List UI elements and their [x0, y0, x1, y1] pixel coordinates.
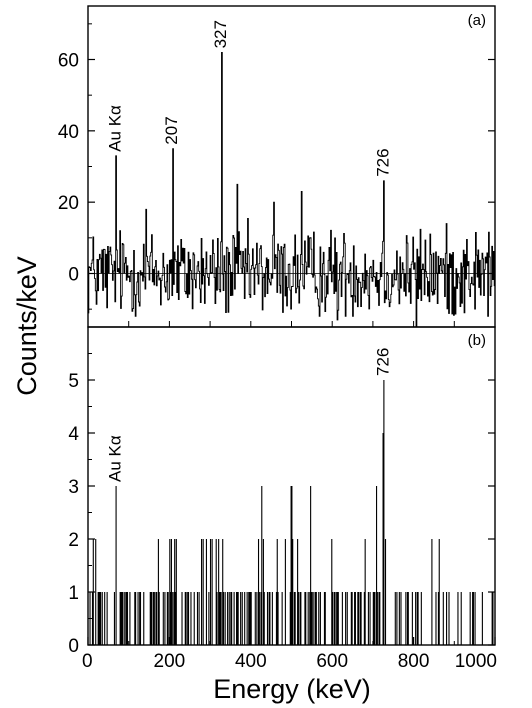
panel-b-peak-label: 726: [374, 348, 393, 376]
panel-a: 0 20 40 60 Au Kα 207 327 726 (a): [58, 5, 496, 328]
panel-a-peak-label: 327: [211, 20, 230, 48]
panel-a-spectrum: [87, 51, 495, 328]
panel-b-y-tick-label: 0: [68, 636, 79, 657]
panel-b-y-tick-label: 5: [68, 371, 79, 392]
y-axis-label: Counts/keV: [12, 256, 42, 396]
panel-b-y-ticks: 0 1 2 3 4 5: [68, 353, 495, 657]
panel-a-y-ticks: 0 20 40 60: [58, 23, 495, 327]
panel-a-peak-label: Au Kα: [106, 105, 125, 152]
panel-b-x-tick-label: 600: [316, 651, 348, 672]
panel-a-label: (a): [468, 12, 486, 29]
panel-b: 0 1 2 3 4 5 0 200 400 600 800 1000 Au Kα 726 (b): [68, 326, 497, 672]
panel-b-x-tick-label: 0: [82, 651, 93, 672]
panel-b-peak-label: Au Kα: [106, 435, 125, 482]
panel-b-label: (b): [468, 332, 486, 349]
panel-b-x-tick-label: 1000: [455, 651, 497, 672]
panel-a-y-tick-label: 20: [58, 193, 79, 214]
panel-a-y-tick-label: 60: [58, 51, 79, 72]
panel-b-x-tick-label: 800: [398, 651, 430, 672]
panel-a-y-tick-label: 40: [58, 122, 79, 143]
panel-a-peak-label: 726: [374, 148, 393, 176]
panel-b-y-tick-label: 1: [68, 583, 79, 604]
panel-a-histogram: [87, 51, 495, 328]
x-axis-label: Energy (keV): [213, 674, 371, 704]
panel-a-y-tick-label: 0: [68, 265, 79, 286]
panel-b-y-tick-label: 2: [68, 530, 79, 551]
panel-b-y-tick-label: 4: [68, 424, 79, 445]
panel-b-x-tick-label: 200: [154, 651, 186, 672]
panel-b-y-tick-label: 3: [68, 477, 79, 498]
panel-b-annotations: Au Kα 726: [106, 348, 393, 482]
panel-b-spectrum: [89, 380, 494, 645]
panel-a-annotations: Au Kα 207 327 726: [106, 20, 393, 177]
panel-a-peak-label: 207: [162, 116, 181, 144]
panel-b-histogram: [89, 380, 494, 645]
panel-b-x-ticks: 0 200 400 600 800 1000: [82, 637, 497, 672]
panel-b-x-tick-label: 400: [235, 651, 267, 672]
